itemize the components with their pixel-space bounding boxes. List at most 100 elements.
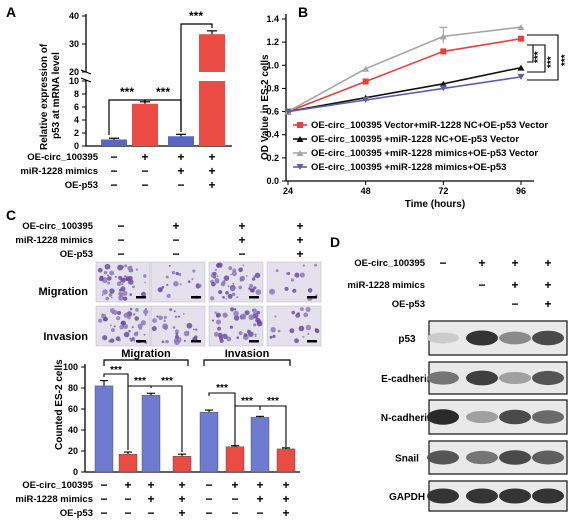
row-label: miR-1228 mimics [15,494,93,505]
cell [109,288,115,294]
sign: − [117,233,124,247]
sign: + [178,506,185,520]
blot-band [499,331,531,345]
sign: + [177,164,184,178]
sign: − [478,278,485,292]
sign: − [205,506,212,520]
cell [284,286,289,291]
cell [171,270,176,275]
bar [168,136,194,146]
cell [248,287,251,290]
cell [218,290,223,295]
sig-star: *** [241,396,253,407]
cell [144,281,146,284]
cell [246,329,251,334]
scale-bar [191,340,201,343]
cell [186,322,193,329]
cell [166,293,171,298]
sign: − [147,506,154,520]
x-tick-label: 48 [361,186,371,196]
cell [109,308,115,314]
cell [107,281,111,285]
cell [220,282,226,287]
data-point [362,97,370,103]
panel-c-ylabel: Counted ES-2 cells [54,359,65,450]
sign: + [511,256,518,270]
cell [250,288,255,293]
cell [120,286,126,292]
y-tick-label: 1.2 [266,37,279,47]
y-tick-label: 0.0 [266,176,279,186]
cell [239,275,246,282]
sign: + [147,492,154,506]
data-point [517,73,525,80]
sign: + [147,478,154,492]
blot-band [427,450,459,465]
x-tick-label: 24 [283,186,293,196]
cell [244,310,250,316]
cell [118,295,124,301]
y-tick-label: 1.4 [266,14,279,24]
cell [105,296,109,301]
cell [131,337,135,341]
blot-band [532,370,564,386]
cell [163,319,166,323]
bar [132,103,158,146]
cell [173,338,179,343]
cell [277,329,281,333]
cell [117,310,122,315]
cell [254,335,257,338]
row-label: OE-circ_100395 [22,480,93,491]
cell [107,276,112,281]
micrograph [266,261,322,303]
blot-band [427,371,459,385]
sign: + [282,478,289,492]
cell [215,312,221,318]
row-label: OE-p53 [65,180,98,191]
cell [305,324,312,331]
panel-c-significance [103,373,287,452]
cell [133,331,139,337]
panel-label-b: B [298,4,308,20]
bar [276,448,296,473]
cell [298,325,305,332]
sign: + [238,233,245,247]
sig-star: *** [110,365,122,376]
blot-band [499,371,531,385]
group-label-migration: Migration [121,348,171,360]
bar [101,139,127,146]
sign: − [100,478,107,492]
legend-label: OE-circ_100395 +miR-1228 mimics+OE-p53 V… [311,148,538,159]
panel-c-condition-table-bottom: OE-circ_100395 miR-1228 mimics OE-p53 − +… [15,478,289,520]
bar [172,456,192,473]
cell [163,315,167,319]
tick-label: 30 [69,39,79,49]
cell [161,286,165,289]
sign: − [172,233,179,247]
cell [238,330,243,336]
cell [227,285,230,288]
legend-marker [296,136,304,142]
sign: − [256,506,263,520]
sign: + [177,150,184,164]
cell [129,293,133,296]
y-tick-label: 1.0 [266,60,279,70]
cell [131,326,134,329]
cell [191,278,194,281]
sig-star: *** [216,383,228,394]
sign: − [231,492,238,506]
cell [211,281,216,287]
cell [251,277,256,281]
sign: − [177,178,184,192]
cell [238,285,243,290]
cell [231,271,237,277]
cell [249,283,254,288]
cell [128,267,133,273]
cell [122,290,128,296]
cell [183,339,186,342]
cell [107,274,109,277]
legend-marker [297,122,303,128]
cell [292,288,297,293]
data-point [362,65,370,72]
cell [144,313,147,317]
